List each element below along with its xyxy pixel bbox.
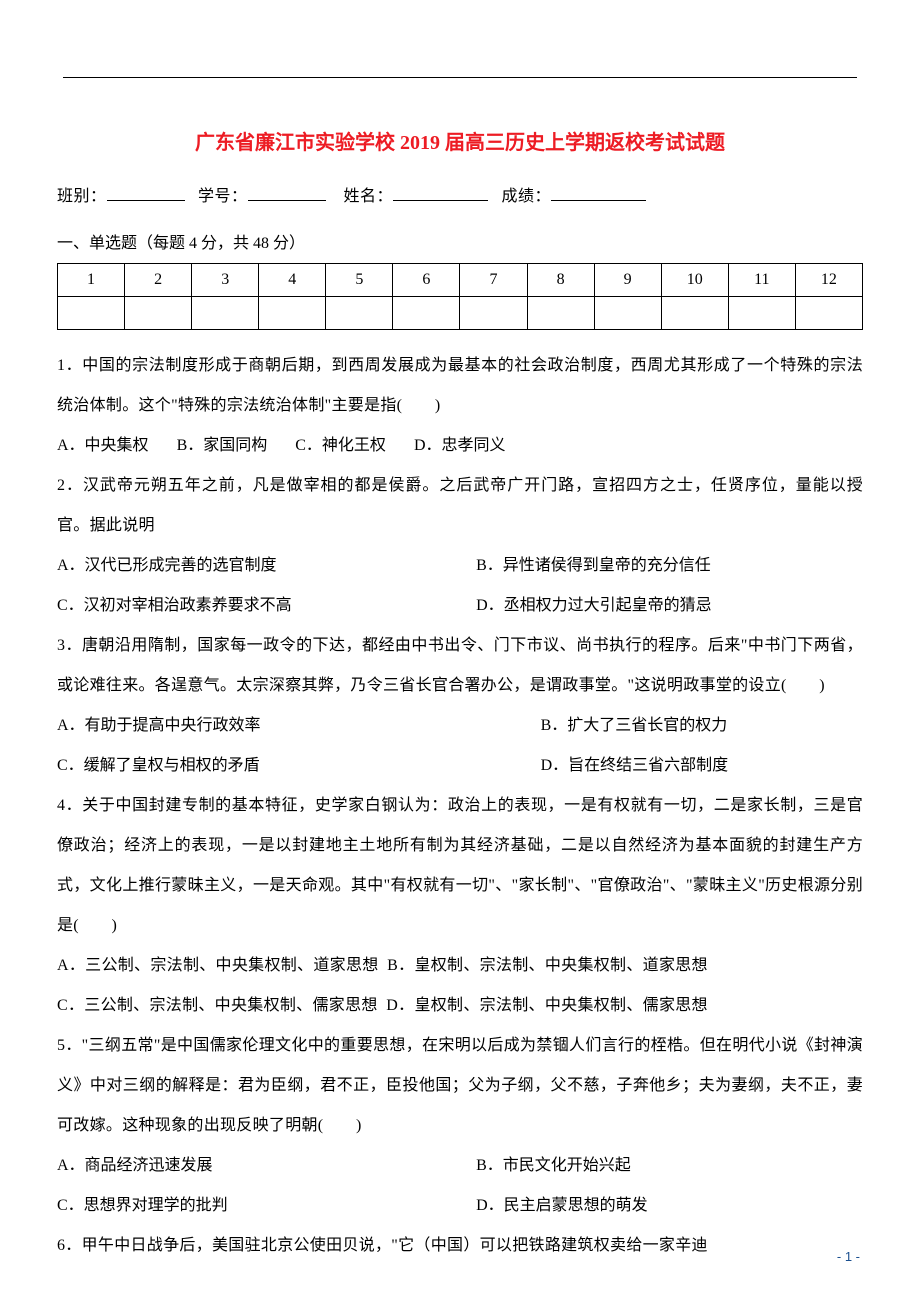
grid-cell: [192, 297, 259, 330]
grid-cell: [661, 297, 728, 330]
q4-opt-c: C．三公制、宗法制、中央集权制、儒家思想: [57, 997, 378, 1014]
id-blank: [248, 183, 326, 201]
q2-opt-a: A．汉代已形成完善的选官制度: [57, 546, 476, 586]
q1-opt-d: D．忠孝同义: [414, 437, 506, 454]
q3-opt-d: D．旨在终结三省六部制度: [541, 746, 863, 786]
grid-cell: [259, 297, 326, 330]
grid-cell: [125, 297, 192, 330]
q1-opt-b: B．家国同构: [177, 437, 268, 454]
q3-opt-b: B．扩大了三省长官的权力: [541, 706, 863, 746]
grid-cell: [326, 297, 393, 330]
grid-cell: [58, 297, 125, 330]
grid-header: 12: [795, 264, 862, 297]
question-4-options-row1: A．三公制、宗法制、中央集权制、道家思想 B．皇权制、宗法制、中央集权制、道家思…: [57, 946, 863, 986]
q4-opt-b: B．皇权制、宗法制、中央集权制、道家思想: [387, 957, 708, 974]
question-4-options-row2: C．三公制、宗法制、中央集权制、儒家思想 D．皇权制、宗法制、中央集权制、儒家思…: [57, 986, 863, 1026]
question-3-text: 3．唐朝沿用隋制，国家每一政令的下达，都经由中书出令、门下市议、尚书执行的程序。…: [57, 626, 863, 706]
student-info-line: 班别： 学号： 姓名： 成绩：: [57, 182, 863, 206]
q4-opt-a: A．三公制、宗法制、中央集权制、道家思想: [57, 957, 379, 974]
question-6-text: 6．甲午中日战争后，美国驻北京公使田贝说，"它（中国）可以把铁路建筑权卖给一家辛…: [57, 1226, 863, 1266]
q2-opt-d: D．丞相权力过大引起皇帝的猜忌: [476, 586, 863, 626]
q5-opt-a: A．商品经济迅速发展: [57, 1146, 476, 1186]
class-blank: [107, 183, 185, 201]
page-number: - 1 -: [837, 1249, 860, 1264]
grid-cell: [393, 297, 460, 330]
score-label: 成绩：: [502, 188, 552, 205]
question-3-options-row2: C．缓解了皇权与相权的矛盾 D．旨在终结三省六部制度: [57, 746, 863, 786]
question-2-options-row2: C．汉初对宰相治政素养要求不高 D．丞相权力过大引起皇帝的猜忌: [57, 586, 863, 626]
document-title: 广东省廉江市实验学校 2019 届高三历史上学期返校考试试题: [57, 126, 863, 155]
grid-header: 7: [460, 264, 527, 297]
grid-header: 6: [393, 264, 460, 297]
grid-cell: [728, 297, 795, 330]
q2-opt-b: B．异性诸侯得到皇帝的充分信任: [476, 546, 863, 586]
q2-opt-c: C．汉初对宰相治政素养要求不高: [57, 586, 476, 626]
grid-cell: [594, 297, 661, 330]
table-row: [58, 297, 863, 330]
question-5-text: 5．"三纲五常"是中国儒家伦理文化中的重要思想，在宋明以后成为禁锢人们言行的桎梏…: [57, 1026, 863, 1146]
grid-header: 5: [326, 264, 393, 297]
grid-header: 3: [192, 264, 259, 297]
grid-header: 8: [527, 264, 594, 297]
name-label: 姓名：: [344, 188, 394, 205]
grid-header: 10: [661, 264, 728, 297]
grid-header: 11: [728, 264, 795, 297]
id-label: 学号：: [198, 188, 248, 205]
question-1-text: 1．中国的宗法制度形成于商朝后期，到西周发展成为最基本的社会政治制度，西周尤其形…: [57, 346, 863, 426]
answer-grid-table: 1 2 3 4 5 6 7 8 9 10 11 12: [57, 263, 863, 330]
q1-opt-c: C．神化王权: [295, 437, 386, 454]
question-5-options-row2: C．思想界对理学的批判 D．民主启蒙思想的萌发: [57, 1186, 863, 1226]
class-label: 班别：: [57, 188, 107, 205]
q3-opt-a: A．有助于提高中央行政效率: [57, 706, 541, 746]
name-blank: [393, 183, 488, 201]
q3-opt-c: C．缓解了皇权与相权的矛盾: [57, 746, 541, 786]
grid-header: 4: [259, 264, 326, 297]
score-blank: [551, 183, 646, 201]
grid-header: 2: [125, 264, 192, 297]
question-3-options-row1: A．有助于提高中央行政效率 B．扩大了三省长官的权力: [57, 706, 863, 746]
q5-opt-d: D．民主启蒙思想的萌发: [476, 1186, 863, 1226]
q1-opt-a: A．中央集权: [57, 437, 149, 454]
grid-cell: [795, 297, 862, 330]
grid-header: 9: [594, 264, 661, 297]
question-1-options: A．中央集权 B．家国同构 C．神化王权 D．忠孝同义: [57, 426, 863, 466]
question-4-text: 4．关于中国封建专制的基本特征，史学家白钢认为：政治上的表现，一是有权就有一切，…: [57, 786, 863, 946]
top-divider: [63, 77, 857, 78]
section-1-title: 一、单选题（每题 4 分，共 48 分）: [57, 229, 863, 253]
table-row: 1 2 3 4 5 6 7 8 9 10 11 12: [58, 264, 863, 297]
q4-opt-d: D．皇权制、宗法制、中央集权制、儒家思想: [386, 997, 708, 1014]
question-2-text: 2．汉武帝元朔五年之前，凡是做宰相的都是侯爵。之后武帝广开门路，宣招四方之士，任…: [57, 466, 863, 546]
question-5-options-row1: A．商品经济迅速发展 B．市民文化开始兴起: [57, 1146, 863, 1186]
grid-cell: [527, 297, 594, 330]
question-2-options-row1: A．汉代已形成完善的选官制度 B．异性诸侯得到皇帝的充分信任: [57, 546, 863, 586]
q5-opt-b: B．市民文化开始兴起: [476, 1146, 863, 1186]
grid-cell: [460, 297, 527, 330]
grid-header: 1: [58, 264, 125, 297]
q5-opt-c: C．思想界对理学的批判: [57, 1186, 476, 1226]
